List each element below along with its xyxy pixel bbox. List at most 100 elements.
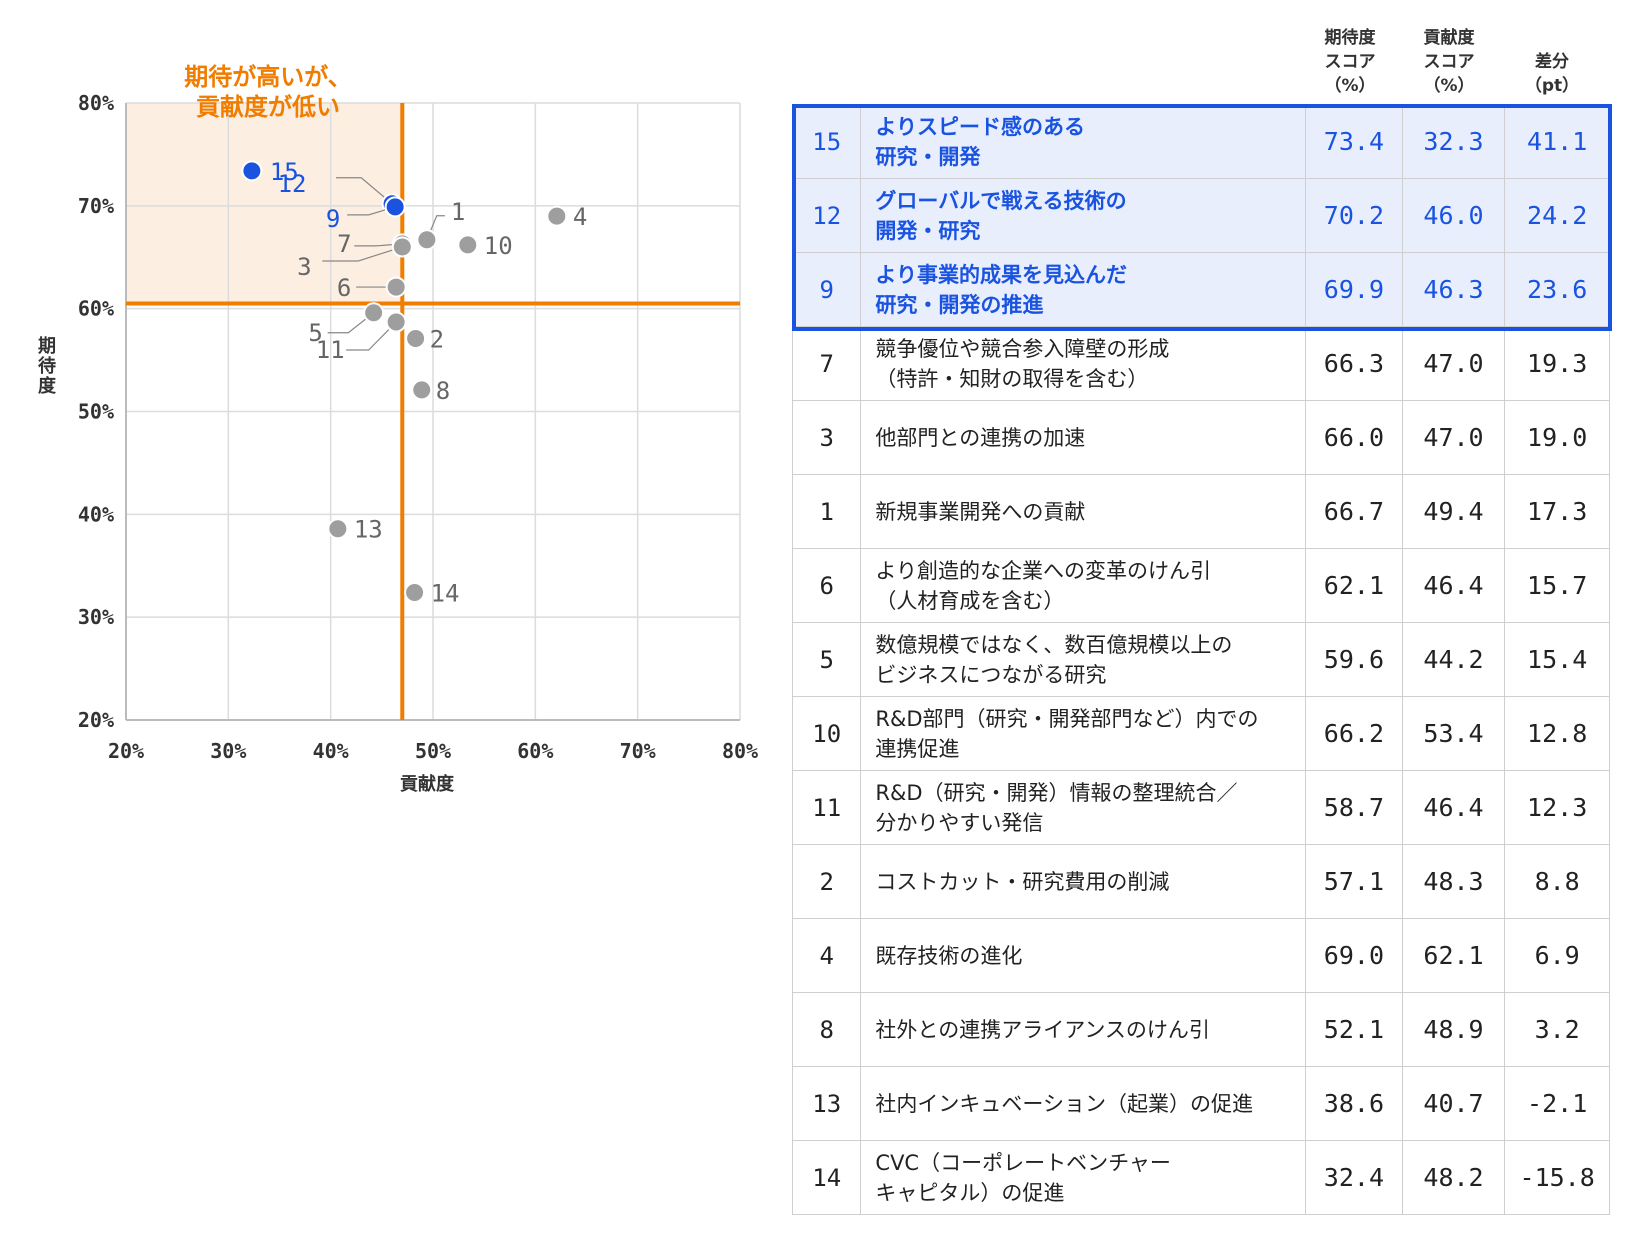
leader-line (322, 246, 403, 262)
diff-cell: 15.4 (1504, 622, 1610, 697)
scatter-chart: 20% 30% 40% 50% 60% 70% 80% 20% 30% 40% 50% 60% 70% 8… (0, 0, 780, 840)
item-cell: 既存技術の進化 (860, 918, 1307, 993)
table-row: 10 R&D部門（研究・開発部門など）内での 連携促進 66.2 53.4 12.8 (791, 696, 1610, 771)
diff-cell: 23.6 (1504, 252, 1610, 327)
expect-score-cell: 57.1 (1305, 844, 1403, 919)
x-tick-label: 20% (108, 739, 144, 763)
table-row: 13 社内インキュベーション（起業）の促進 38.6 40.7 -2.1 (791, 1066, 1610, 1141)
data-point-label-15: 15 (270, 158, 299, 186)
rank-cell: 14 (791, 1140, 862, 1215)
contrib-score-cell: 48.3 (1401, 844, 1506, 919)
diff-cell: -2.1 (1504, 1066, 1610, 1141)
y-tick-label: 30% (78, 605, 114, 629)
table-row: 4 既存技術の進化 69.0 62.1 6.9 (791, 918, 1610, 993)
item-cell: 競争優位や競合参入障壁の形成 （特許・知財の取得を含む） (860, 326, 1307, 401)
rank-cell: 1 (791, 474, 862, 549)
diff-cell: 6.9 (1504, 918, 1610, 993)
data-point-15 (241, 160, 263, 182)
diff-cell: 12.8 (1504, 696, 1610, 771)
table-row: 14 CVC（コーポレートベンチャー キャピタル）の促進 32.4 48.2 -15.8 (791, 1140, 1610, 1215)
rank-cell: 10 (791, 696, 862, 771)
rank-cell: 11 (791, 770, 862, 845)
contrib-score-cell: 40.7 (1401, 1066, 1506, 1141)
expect-score-cell: 69.9 (1305, 252, 1403, 327)
y-axis-title: 期待度 (38, 336, 57, 397)
table-row: 12 グローバルで戦える技術の 開発・研究 70.2 46.0 24.2 (791, 178, 1610, 253)
rank-cell: 13 (791, 1066, 862, 1141)
expect-score-cell: 38.6 (1305, 1066, 1403, 1141)
contrib-score-cell: 62.1 (1401, 918, 1506, 993)
expect-score-cell: 62.1 (1305, 548, 1403, 623)
diff-cell: 17.3 (1504, 474, 1610, 549)
data-point-3 (391, 236, 413, 258)
y-tick-label: 60% (78, 297, 114, 321)
data-point-label-13: 13 (354, 516, 383, 544)
diff-cell: 8.8 (1504, 844, 1610, 919)
item-cell: 社内インキュベーション（起業）の促進 (860, 1066, 1307, 1141)
header-expect: 期待度 スコア （%） (1324, 28, 1376, 96)
contrib-score-cell: 46.0 (1401, 178, 1506, 253)
data-point-label-12: 12 (278, 170, 307, 198)
diff-cell: 19.3 (1504, 326, 1610, 401)
contrib-score-cell: 47.0 (1401, 326, 1506, 401)
data-point-label-1: 1 (451, 198, 465, 226)
data-point-14 (404, 581, 426, 603)
data-point-8 (411, 379, 433, 401)
contrib-score-cell: 46.3 (1401, 252, 1506, 327)
rank-cell: 12 (791, 178, 862, 253)
item-cell: CVC（コーポレートベンチャー キャピタル）の促進 (860, 1140, 1307, 1215)
contrib-score-cell: 32.3 (1401, 104, 1506, 179)
header-diff: 差分 （pt） (1524, 52, 1580, 96)
rank-cell: 8 (791, 992, 862, 1067)
expect-score-cell: 58.7 (1305, 770, 1403, 845)
item-cell: 他部門との連携の加速 (860, 400, 1307, 475)
expect-score-cell: 52.1 (1305, 992, 1403, 1067)
rank-cell: 15 (791, 104, 862, 179)
expect-score-cell: 70.2 (1305, 178, 1403, 253)
x-tick-label: 80% (722, 739, 758, 763)
contrib-score-cell: 46.4 (1401, 548, 1506, 623)
data-point-4 (546, 205, 568, 227)
data-point-label-5: 5 (308, 319, 322, 347)
diff-cell: 19.0 (1504, 400, 1610, 475)
score-table: 15 よりスピード感のある 研究・開発 73.4 32.3 41.1 12 グローバルで戦え… (791, 104, 1610, 1215)
contrib-score-cell: 46.4 (1401, 770, 1506, 845)
quadrant-label: 期待が高いが、貢献度が低い (184, 63, 352, 121)
contrib-score-cell: 47.0 (1401, 400, 1506, 475)
data-point-11 (385, 311, 407, 333)
rank-cell: 7 (791, 326, 862, 401)
expect-score-cell: 66.3 (1305, 326, 1403, 401)
expect-score-cell: 66.7 (1305, 474, 1403, 549)
y-tick-label: 80% (78, 91, 114, 115)
x-tick-label: 60% (517, 739, 553, 763)
data-point-label-9: 9 (326, 205, 340, 233)
diff-cell: -15.8 (1504, 1140, 1610, 1215)
item-cell: 社外との連携アライアンスのけん引 (860, 992, 1307, 1067)
item-cell: コストカット・研究費用の削減 (860, 844, 1307, 919)
expect-score-cell: 69.0 (1305, 918, 1403, 993)
scatter-svg: 20% 30% 40% 50% 60% 70% 80% 20% 30% 40% 50% 60% 70% 8… (38, 63, 758, 795)
data-point-label-11: 11 (316, 336, 345, 364)
contrib-score-cell: 53.4 (1401, 696, 1506, 771)
diff-cell: 24.2 (1504, 178, 1610, 253)
data-point-13 (327, 518, 349, 540)
header-contrib: 貢献度 スコア （%） (1423, 28, 1475, 96)
data-point-6 (385, 276, 407, 298)
item-cell: R&D（研究・開発）情報の整理統合／ 分かりやすい発信 (860, 770, 1307, 845)
item-cell: R&D部門（研究・開発部門など）内での 連携促進 (860, 696, 1307, 771)
x-tick-label: 70% (620, 739, 656, 763)
x-axis-title: 貢献度 (400, 773, 455, 795)
item-cell: 数億規模ではなく、数百億規模以上の ビジネスにつながる研究 (860, 622, 1307, 697)
item-cell: よりスピード感のある 研究・開発 (860, 104, 1307, 179)
leader-line (346, 321, 397, 351)
score-table-body: 15 よりスピード感のある 研究・開発 73.4 32.3 41.1 12 グローバルで戦え… (791, 104, 1610, 1215)
expect-score-cell: 73.4 (1305, 104, 1403, 179)
item-cell: より事業的成果を見込んだ 研究・開発の推進 (860, 252, 1307, 327)
rank-cell: 5 (791, 622, 862, 697)
leader-line (327, 312, 375, 334)
item-cell: 新規事業開発への貢献 (860, 474, 1307, 549)
rank-cell: 9 (791, 252, 862, 327)
item-cell: グローバルで戦える技術の 開発・研究 (860, 178, 1307, 253)
contrib-score-cell: 44.2 (1401, 622, 1506, 697)
y-tick-label: 70% (78, 194, 114, 218)
